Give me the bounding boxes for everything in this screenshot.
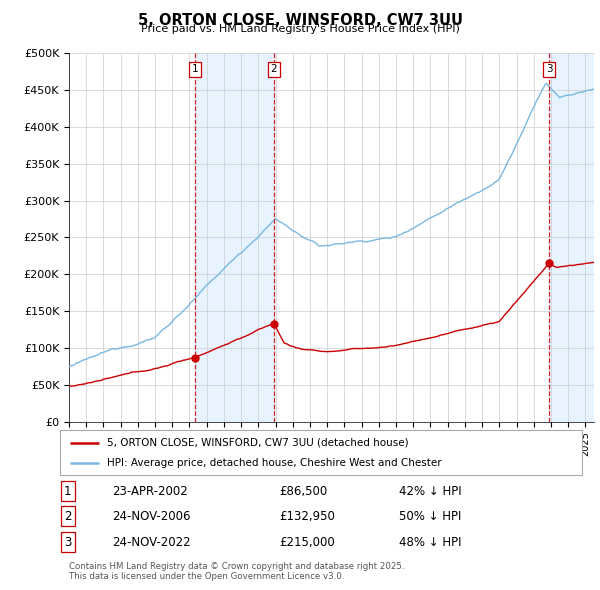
Text: 1: 1	[64, 484, 71, 498]
Text: 50% ↓ HPI: 50% ↓ HPI	[400, 510, 461, 523]
Text: Contains HM Land Registry data © Crown copyright and database right 2025.
This d: Contains HM Land Registry data © Crown c…	[69, 562, 404, 581]
Text: 48% ↓ HPI: 48% ↓ HPI	[400, 536, 462, 549]
Text: 5, ORTON CLOSE, WINSFORD, CW7 3UU: 5, ORTON CLOSE, WINSFORD, CW7 3UU	[137, 13, 463, 28]
Bar	[549, 53, 594, 422]
Text: 23-APR-2002: 23-APR-2002	[112, 484, 188, 498]
Text: 2: 2	[271, 64, 277, 74]
Text: 3: 3	[64, 536, 71, 549]
Bar	[195, 53, 274, 422]
Text: 5, ORTON CLOSE, WINSFORD, CW7 3UU (detached house): 5, ORTON CLOSE, WINSFORD, CW7 3UU (detac…	[107, 438, 409, 448]
Text: £86,500: £86,500	[279, 484, 328, 498]
Text: 2: 2	[64, 510, 71, 523]
Text: 1: 1	[191, 64, 198, 74]
Text: £132,950: £132,950	[279, 510, 335, 523]
Text: £215,000: £215,000	[279, 536, 335, 549]
Text: Price paid vs. HM Land Registry's House Price Index (HPI): Price paid vs. HM Land Registry's House …	[140, 24, 460, 34]
Text: 42% ↓ HPI: 42% ↓ HPI	[400, 484, 462, 498]
Text: 24-NOV-2022: 24-NOV-2022	[112, 536, 191, 549]
Text: 24-NOV-2006: 24-NOV-2006	[112, 510, 191, 523]
Text: 3: 3	[546, 64, 553, 74]
FancyBboxPatch shape	[60, 430, 582, 475]
Text: HPI: Average price, detached house, Cheshire West and Chester: HPI: Average price, detached house, Ches…	[107, 458, 442, 468]
